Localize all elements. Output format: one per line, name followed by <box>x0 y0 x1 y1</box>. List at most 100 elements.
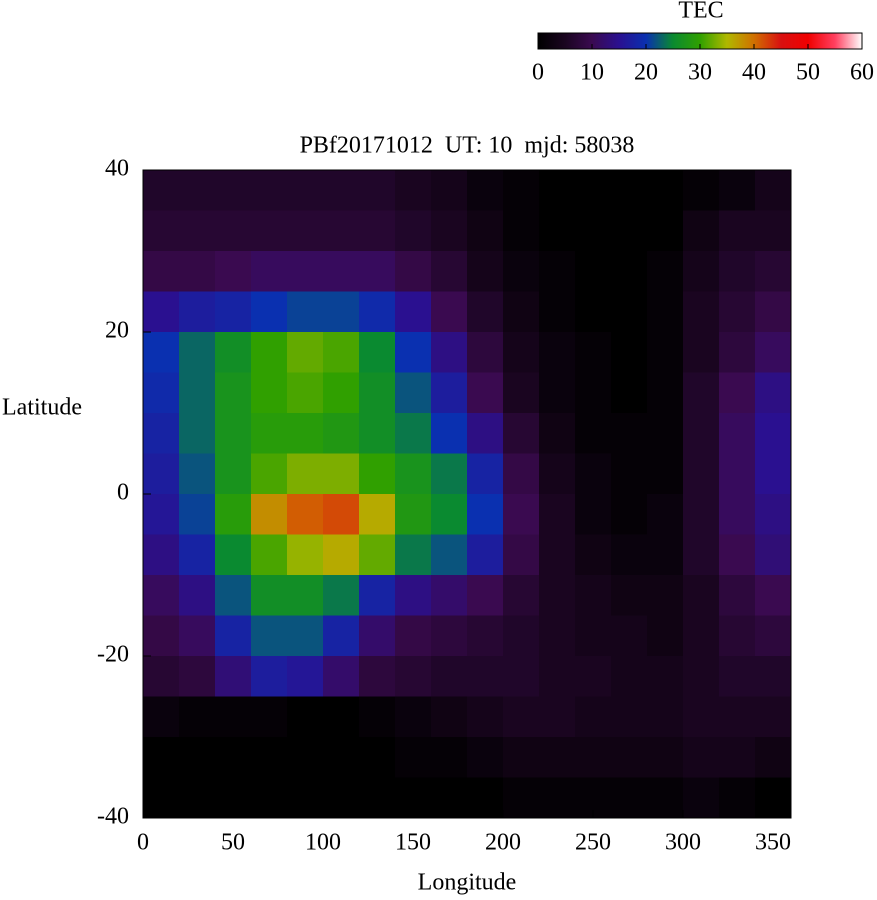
heatmap-cell <box>575 656 612 697</box>
heatmap-cell <box>575 453 612 495</box>
heatmap-cell <box>467 372 504 414</box>
heatmap-cell <box>359 615 396 657</box>
heatmap-cell <box>251 291 288 333</box>
heatmap-cell <box>611 737 648 778</box>
heatmap-cell <box>215 737 252 778</box>
heatmap-cell <box>143 656 180 697</box>
heatmap-cell <box>179 575 216 616</box>
heatmap-cell <box>431 413 468 454</box>
heatmap-cell <box>683 534 720 576</box>
heatmap-cell <box>143 453 180 495</box>
heatmap-cell <box>287 210 324 252</box>
heatmap-cell <box>287 737 324 778</box>
heatmap-cell <box>215 453 252 495</box>
heatmap-cell <box>539 453 576 495</box>
heatmap-cell <box>251 494 288 535</box>
heatmap-cell <box>503 413 540 454</box>
heatmap-cell <box>755 210 792 252</box>
heatmap-cell <box>359 413 396 454</box>
heatmap-cell <box>395 332 432 373</box>
heatmap-cell <box>431 534 468 576</box>
heatmap-cell <box>395 494 432 535</box>
heatmap-cell <box>719 291 756 333</box>
heatmap-cell <box>179 656 216 697</box>
heatmap-cell <box>539 534 576 576</box>
chart-title: PBf20171012 UT: 10 mjd: 58038 <box>300 133 635 159</box>
heatmap-cell <box>431 170 468 211</box>
y-tick-label: -20 <box>97 642 129 668</box>
heatmap-cell <box>395 251 432 292</box>
heatmap-cell <box>611 372 648 414</box>
heatmap-cell <box>755 737 792 778</box>
heatmap-cell <box>503 372 540 414</box>
heatmap-cell <box>539 251 576 292</box>
heatmap-cell <box>719 332 756 373</box>
heatmap-cell <box>647 575 684 616</box>
heatmap-cell <box>503 291 540 333</box>
heatmap-cell <box>179 332 216 373</box>
heatmap-cell <box>251 777 288 819</box>
heatmap-cell <box>143 372 180 414</box>
heatmap-cell <box>143 615 180 657</box>
heatmap-cell <box>647 494 684 535</box>
heatmap-cell <box>395 534 432 576</box>
heatmap-cell <box>323 453 360 495</box>
heatmap-cell <box>467 696 504 738</box>
x-tick-label: 150 <box>395 830 431 856</box>
heatmap-cell <box>143 494 180 535</box>
x-tick-label: 200 <box>485 830 521 856</box>
heatmap-cell <box>359 575 396 616</box>
heatmap-cell <box>467 210 504 252</box>
colorbar-tick-label: 10 <box>580 60 604 86</box>
heatmap-cell <box>287 534 324 576</box>
heatmap-cell <box>755 413 792 454</box>
heatmap-cell <box>539 575 576 616</box>
heatmap-cell <box>359 534 396 576</box>
heatmap-cell <box>755 656 792 697</box>
heatmap-cell <box>359 494 396 535</box>
heatmap-cell <box>647 534 684 576</box>
heatmap-cell <box>467 737 504 778</box>
heatmap-cell <box>323 372 360 414</box>
heatmap-cell <box>251 534 288 576</box>
heatmap-cell <box>395 453 432 495</box>
heatmap-cell <box>431 210 468 252</box>
heatmap-cell <box>575 372 612 414</box>
heatmap-cell <box>251 737 288 778</box>
x-tick-label: 0 <box>137 830 149 856</box>
heatmap-cell <box>467 332 504 373</box>
x-tick-label: 50 <box>221 830 245 856</box>
heatmap-cell <box>683 737 720 778</box>
heatmap-cell <box>683 777 720 819</box>
heatmap-cell <box>539 413 576 454</box>
heatmap-cell <box>215 170 252 211</box>
heatmap-cell <box>683 251 720 292</box>
heatmap-cell <box>683 210 720 252</box>
heatmap-cell <box>287 615 324 657</box>
heatmap-cell <box>143 170 180 211</box>
heatmap-cell <box>179 696 216 738</box>
heatmap-cell <box>179 291 216 333</box>
heatmap-cell <box>611 777 648 819</box>
heatmap-cell <box>683 291 720 333</box>
heatmap-cell <box>179 737 216 778</box>
heatmap-cell <box>755 372 792 414</box>
heatmap-cell <box>431 372 468 414</box>
heatmap-cell <box>251 332 288 373</box>
heatmap-cell <box>503 777 540 819</box>
heatmap-cell <box>323 575 360 616</box>
heatmap-cell <box>359 251 396 292</box>
heatmap-cell <box>755 615 792 657</box>
heatmap-cell <box>611 210 648 252</box>
heatmap-cell <box>647 372 684 414</box>
heatmap-cell <box>719 737 756 778</box>
heatmap-cell <box>395 413 432 454</box>
heatmap-cell <box>395 696 432 738</box>
heatmap-cell <box>755 453 792 495</box>
heatmap-cell <box>647 737 684 778</box>
heatmap-cell <box>395 575 432 616</box>
heatmap-cell <box>611 656 648 697</box>
heatmap-cell <box>251 656 288 697</box>
heatmap-cell <box>647 696 684 738</box>
heatmap-cell <box>467 534 504 576</box>
